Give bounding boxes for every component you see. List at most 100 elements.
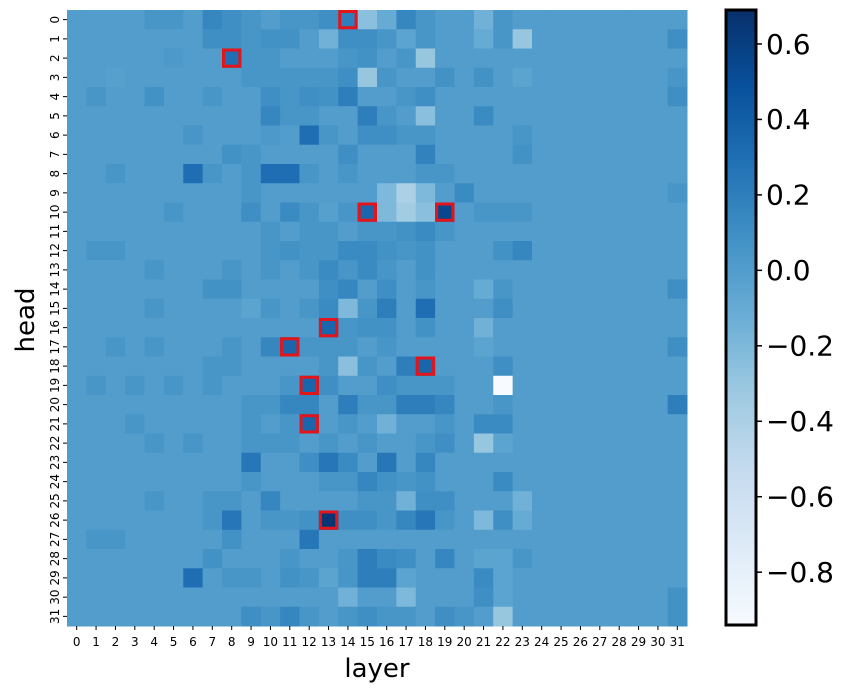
heatmap-cell <box>299 87 320 107</box>
heatmap-cell <box>222 10 242 30</box>
heatmap-cell <box>551 67 572 88</box>
heatmap-cell <box>318 337 339 357</box>
heatmap-cell <box>493 375 514 396</box>
heatmap-cell <box>667 414 688 434</box>
heatmap-cell <box>260 221 281 242</box>
y-tick-label: 15 <box>48 301 62 316</box>
heatmap-cell <box>551 587 572 608</box>
heatmap-cell <box>512 318 533 338</box>
heatmap-cell <box>357 491 378 511</box>
heatmap-cell <box>280 202 300 223</box>
heatmap-cell <box>183 106 204 126</box>
heatmap-cell <box>551 529 572 550</box>
heatmap-cell <box>260 10 281 30</box>
colorbar-tick-label: −0.4 <box>766 405 834 438</box>
heatmap-cell <box>590 337 610 357</box>
heatmap-cell <box>338 164 359 184</box>
heatmap-cell <box>67 183 87 203</box>
heatmap-cell <box>396 106 417 126</box>
heatmap-cell <box>222 87 242 107</box>
heatmap-cell <box>454 491 475 511</box>
x-tick-label: 23 <box>515 635 530 649</box>
heatmap-cell <box>551 318 572 338</box>
heatmap-cell <box>318 106 339 126</box>
heatmap-cell <box>183 202 204 223</box>
heatmap-cell <box>454 606 475 627</box>
heatmap-cell <box>222 510 242 531</box>
heatmap-cell <box>280 491 300 511</box>
heatmap-cell <box>280 606 300 627</box>
heatmap-cell <box>86 29 107 49</box>
heatmap-cell <box>473 414 494 434</box>
heatmap-cell <box>473 241 494 261</box>
heatmap-cell <box>144 337 165 357</box>
heatmap-cell <box>590 452 610 473</box>
heatmap-cell <box>183 549 204 569</box>
heatmap-cell <box>86 87 107 107</box>
heatmap-cell <box>125 183 145 203</box>
heatmap-cell <box>570 318 591 338</box>
heatmap-cell <box>202 375 223 396</box>
heatmap-cell <box>473 337 494 357</box>
heatmap-cell <box>570 606 591 627</box>
heatmap-cell <box>590 587 610 608</box>
colorbar-tick-label: −0.2 <box>766 330 834 363</box>
heatmap-cell <box>667 510 688 531</box>
y-tick-label: 16 <box>48 320 62 335</box>
heatmap-cell <box>667 549 688 569</box>
highlight-box <box>318 318 339 338</box>
x-tick-label: 24 <box>534 635 549 649</box>
heatmap-cell <box>299 241 320 261</box>
heatmap-cell <box>260 472 281 492</box>
heatmap-cell <box>125 260 145 280</box>
x-tick-label: 0 <box>73 635 81 649</box>
heatmap-cell <box>590 414 610 434</box>
heatmap-cell <box>415 87 436 107</box>
heatmap-cell <box>67 48 87 69</box>
heatmap-cell <box>357 395 378 415</box>
heatmap-cell <box>202 164 223 184</box>
heatmap-cell <box>183 337 204 357</box>
heatmap-cell <box>435 549 455 569</box>
heatmap-cell <box>512 395 533 415</box>
heatmap-cell <box>667 395 688 415</box>
heatmap-cell <box>357 433 378 454</box>
heatmap-cell <box>396 356 417 377</box>
heatmap-cell <box>318 510 339 531</box>
heatmap-cell <box>125 414 145 434</box>
heatmap-cell <box>435 433 455 454</box>
highlight-box <box>357 202 377 222</box>
x-tick-label: 17 <box>398 635 413 649</box>
heatmap-cell <box>241 260 262 280</box>
heatmap-cell <box>163 395 184 415</box>
heatmap-cell <box>318 67 339 88</box>
heatmap-cell <box>667 337 688 357</box>
heatmap-cell <box>260 491 281 511</box>
heatmap-cell <box>163 221 184 242</box>
heatmap-cell <box>280 29 300 49</box>
heatmap-cell <box>280 221 300 242</box>
heatmap-cell <box>628 241 649 261</box>
heatmap-cell <box>609 241 630 261</box>
heatmap-cell <box>222 183 242 203</box>
heatmap-cell <box>67 298 87 319</box>
heatmap-cell <box>299 337 320 357</box>
heatmap-cell <box>357 279 378 300</box>
heatmap-cell <box>125 241 145 261</box>
y-tick-label: 31 <box>48 609 62 624</box>
heatmap-cell <box>648 529 669 550</box>
heatmap-cell <box>532 202 552 223</box>
heatmap-cell <box>590 202 610 223</box>
heatmap-cell <box>415 29 436 49</box>
heatmap-cell <box>628 375 649 396</box>
heatmap-cell <box>299 10 320 30</box>
heatmap-cell <box>105 279 126 300</box>
heatmap-cell <box>67 510 87 531</box>
heatmap-cell <box>551 395 572 415</box>
heatmap-cell <box>415 337 436 357</box>
heatmap-cell <box>222 568 242 588</box>
heatmap-cell <box>590 67 610 88</box>
heatmap-cell <box>570 375 591 396</box>
heatmap-cell <box>241 491 262 511</box>
heatmap-cell <box>667 183 688 203</box>
